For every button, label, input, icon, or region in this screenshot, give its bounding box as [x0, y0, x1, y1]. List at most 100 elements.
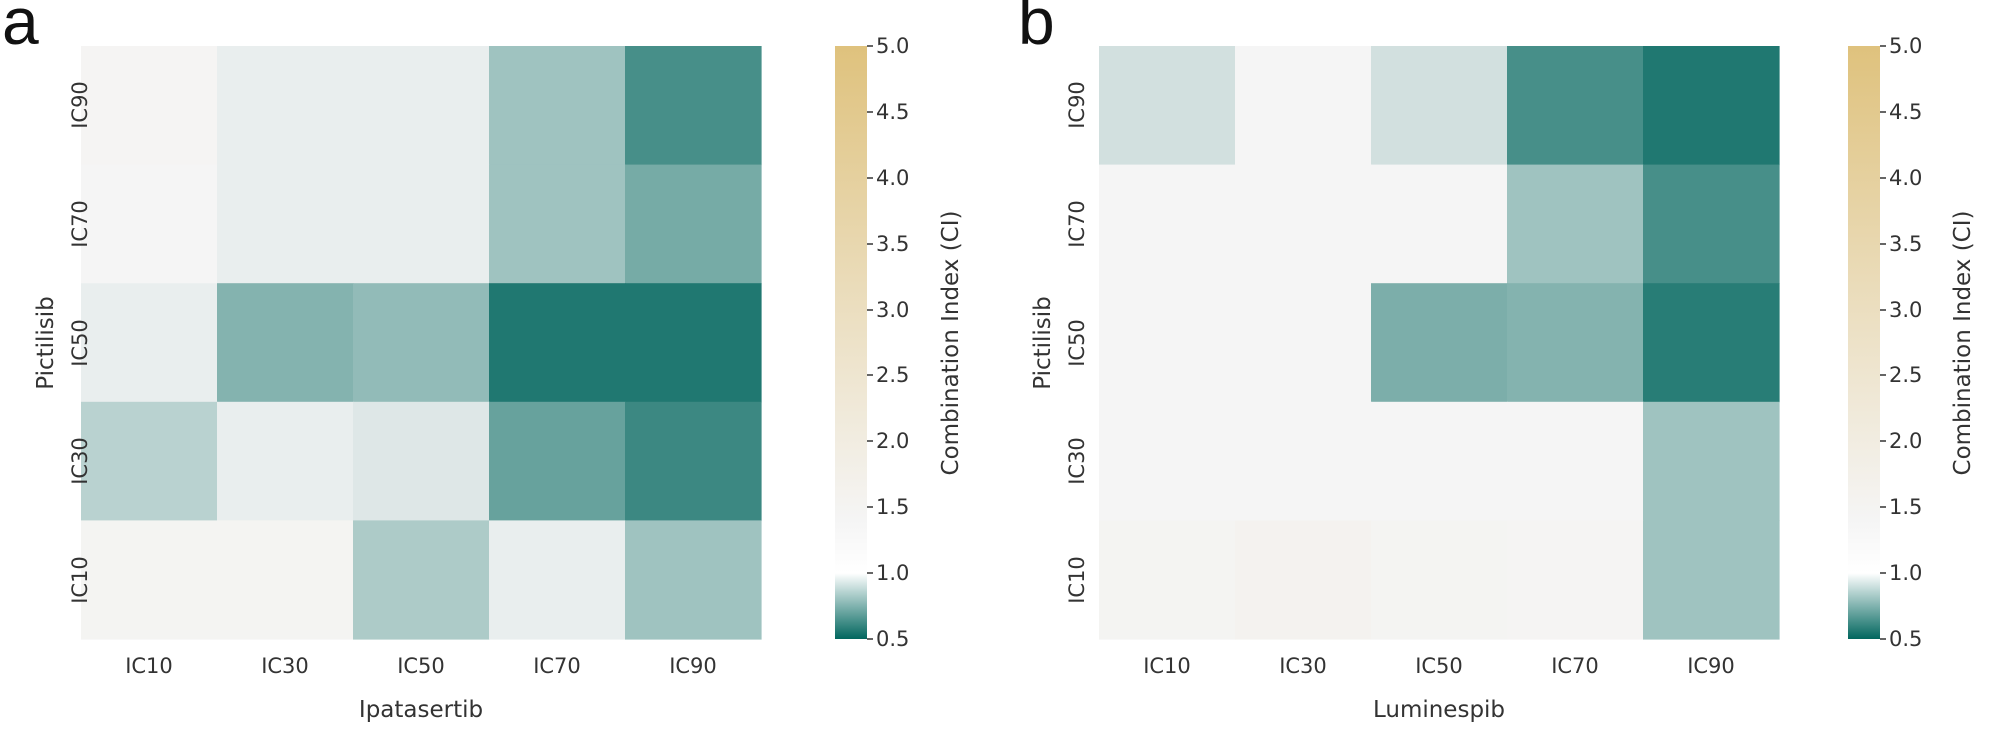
- svg-text:2.5: 2.5: [876, 363, 909, 387]
- svg-text:4.5: 4.5: [1889, 100, 1922, 124]
- heatmap-b-cell: [1235, 46, 1372, 166]
- colorbar-a-tick: 0.5: [867, 627, 909, 651]
- svg-text:4.5: 4.5: [876, 100, 909, 124]
- heatmap-b-cell: [1371, 520, 1508, 640]
- colorbar-b-tick: 1.5: [1880, 495, 1922, 519]
- heatmap-a-xlabel: Ipatasertib: [359, 697, 483, 723]
- heatmap-b-ytick: IC10: [1065, 556, 1089, 604]
- colorbar-b-tick: 5.0: [1880, 34, 1922, 58]
- colorbar-b-tick: 2.0: [1880, 429, 1922, 453]
- heatmap-a-xtick: IC90: [669, 654, 717, 678]
- colorbar-b-label: Combination Index (CI): [1950, 211, 1976, 476]
- heatmap-b-ytick: IC90: [1065, 81, 1089, 129]
- heatmap-b-cell: [1235, 283, 1372, 403]
- heatmap-b-cell: [1507, 283, 1644, 403]
- svg-text:1.0: 1.0: [1889, 561, 1922, 585]
- heatmap-b-cell: [1235, 164, 1372, 284]
- heatmap-b-xtick: IC50: [1415, 654, 1463, 678]
- heatmap-a-cell: [217, 401, 354, 521]
- heatmap-b-xlabel: Luminespib: [1373, 697, 1505, 723]
- heatmap-a-cell: [81, 283, 218, 403]
- heatmap-a-cell: [625, 46, 762, 166]
- svg-text:0.5: 0.5: [876, 627, 909, 651]
- svg-text:0.5: 0.5: [1889, 627, 1922, 651]
- heatmap-a-ytick: IC30: [68, 437, 92, 485]
- heatmap-b-ytick: IC30: [1065, 437, 1089, 485]
- heatmap-a-cell: [489, 283, 626, 403]
- heatmap-b-cell: [1235, 401, 1372, 521]
- colorbar-a-ticks: 0.5 1.0 1.5 2.0 2.5 3.0 3.5 4.0 4.5 5.0: [867, 34, 909, 651]
- heatmap-b-cell: [1643, 46, 1780, 166]
- heatmap-a-cell: [81, 401, 218, 521]
- heatmap-a-cell: [81, 164, 218, 284]
- colorbar-b-tick: 4.0: [1880, 166, 1922, 190]
- svg-text:3.0: 3.0: [1889, 298, 1922, 322]
- heatmap-a-cell: [489, 46, 626, 166]
- svg-text:5.0: 5.0: [1889, 34, 1922, 58]
- colorbar-b-tick: 3.5: [1880, 232, 1922, 256]
- heatmap-b-cell: [1371, 401, 1508, 521]
- heatmap-b-cell: [1099, 401, 1236, 521]
- heatmap-a-cell: [353, 46, 490, 166]
- colorbar-a-tick: 3.5: [867, 232, 909, 256]
- heatmap-b-cell: [1507, 520, 1644, 640]
- heatmap-a-ytick: IC70: [68, 200, 92, 248]
- heatmap-a-ylabel: Pictilisib: [33, 296, 59, 390]
- svg-text:1.0: 1.0: [876, 561, 909, 585]
- colorbar-a-gradient: [835, 46, 867, 639]
- heatmap-a-cell: [625, 283, 762, 403]
- heatmap-b-cell: [1643, 520, 1780, 640]
- svg-text:3.5: 3.5: [1889, 232, 1922, 256]
- heatmap-a-cell: [217, 164, 354, 284]
- heatmap-a-ytick: IC50: [68, 319, 92, 367]
- heatmap-b-cell: [1371, 164, 1508, 284]
- heatmap-b-cell: [1099, 283, 1236, 403]
- heatmap-a-cell: [81, 520, 218, 640]
- heatmap-b-cell: [1099, 520, 1236, 640]
- svg-text:1.5: 1.5: [1889, 495, 1922, 519]
- colorbar-b-gradient: [1848, 46, 1880, 639]
- heatmap-a-xtick: IC70: [533, 654, 581, 678]
- heatmap-b-cell: [1371, 46, 1508, 166]
- colorbar-a-tick: 4.5: [867, 100, 909, 124]
- colorbar-a-tick: 1.5: [867, 495, 909, 519]
- heatmap-a-cell: [217, 46, 354, 166]
- svg-text:5.0: 5.0: [876, 34, 909, 58]
- heatmap-a-cell: [625, 164, 762, 284]
- colorbar-b-ticks: 0.5 1.0 1.5 2.0 2.5 3.0 3.5 4.0 4.5 5.0: [1880, 34, 1922, 651]
- heatmap-a-cell: [353, 401, 490, 521]
- colorbar-a-tick: 1.0: [867, 561, 909, 585]
- colorbar-a-tick: 5.0: [867, 34, 909, 58]
- heatmap-a-cell: [489, 520, 626, 640]
- heatmap-a-cell: [353, 520, 490, 640]
- heatmap-b-cell: [1099, 46, 1236, 166]
- heatmap-b-cell: [1235, 520, 1372, 640]
- heatmap-b-cell: [1643, 283, 1780, 403]
- heatmap-b-ytick: IC70: [1065, 200, 1089, 248]
- svg-text:2.0: 2.0: [1889, 429, 1922, 453]
- heatmap-b-xtick: IC10: [1143, 654, 1191, 678]
- colorbar-b-tick: 3.0: [1880, 298, 1922, 322]
- heatmap-a-cell: [353, 164, 490, 284]
- heatmap-b-cells: [1099, 46, 1780, 640]
- heatmap-b-xtick: IC70: [1551, 654, 1599, 678]
- heatmap-a-cell: [353, 283, 490, 403]
- heatmap-a-ytick: IC90: [68, 81, 92, 129]
- colorbar-a-tick: 2.0: [867, 429, 909, 453]
- heatmap-a-cell: [217, 520, 354, 640]
- panel-a: a IC10 IC30 IC50 IC70 IC90 IC90 IC70 IC5…: [2, 0, 964, 723]
- colorbar-b-tick: 2.5: [1880, 363, 1922, 387]
- heatmap-a-xtick: IC30: [261, 654, 309, 678]
- heatmap-a-cell: [489, 401, 626, 521]
- svg-text:1.5: 1.5: [876, 495, 909, 519]
- svg-text:2.0: 2.0: [876, 429, 909, 453]
- heatmap-a-cell: [625, 520, 762, 640]
- heatmap-a-xtick: IC10: [125, 654, 173, 678]
- heatmap-b-ylabel: Pictilisib: [1030, 296, 1056, 390]
- svg-text:4.0: 4.0: [876, 166, 909, 190]
- colorbar-b-tick: 4.5: [1880, 100, 1922, 124]
- heatmap-b-cell: [1099, 164, 1236, 284]
- colorbar-a-tick: 3.0: [867, 298, 909, 322]
- panel-b-label: b: [1018, 0, 1055, 58]
- heatmap-a-cells: [81, 46, 762, 640]
